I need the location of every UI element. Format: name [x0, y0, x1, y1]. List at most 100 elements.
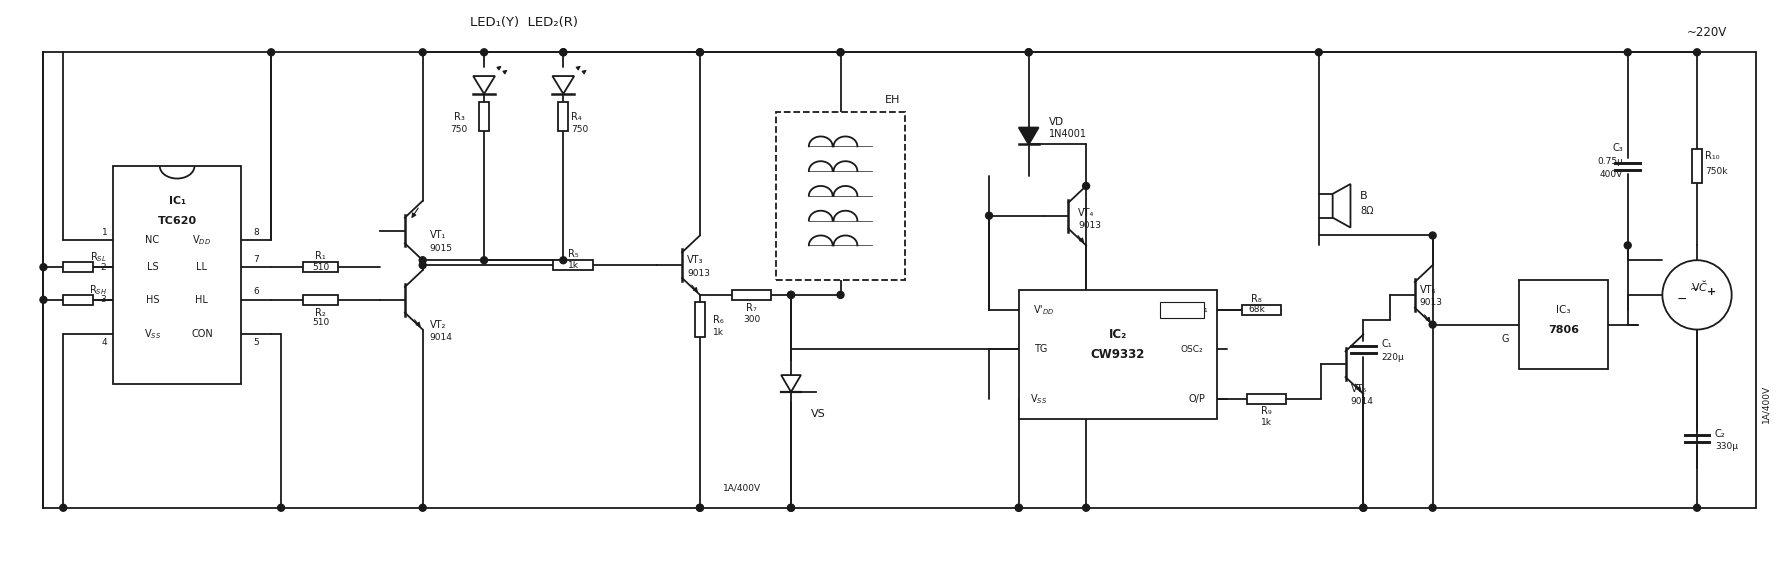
Text: C₃: C₃ — [1612, 144, 1623, 153]
Text: O/P: O/P — [1188, 394, 1206, 404]
Text: 6: 6 — [254, 288, 259, 297]
Text: R₆: R₆ — [712, 315, 723, 325]
Circle shape — [1082, 505, 1090, 511]
Circle shape — [560, 49, 567, 56]
Text: IC₁: IC₁ — [168, 196, 186, 206]
Text: 8: 8 — [254, 228, 259, 237]
Polygon shape — [1018, 128, 1039, 145]
Bar — [558, 102, 569, 132]
Text: 0.75µ: 0.75µ — [1598, 157, 1623, 166]
Circle shape — [481, 49, 488, 56]
Circle shape — [696, 49, 703, 56]
Text: V$\breve{C}$: V$\breve{C}$ — [1691, 280, 1708, 294]
Text: 1: 1 — [102, 228, 107, 237]
Text: 1A/400V: 1A/400V — [1762, 385, 1771, 423]
Bar — [63, 262, 93, 272]
Polygon shape — [782, 375, 801, 392]
Text: 9013: 9013 — [1420, 298, 1442, 307]
Bar — [304, 295, 338, 305]
Text: 400V: 400V — [1599, 170, 1623, 179]
Bar — [63, 295, 93, 305]
Circle shape — [1624, 242, 1632, 249]
Circle shape — [560, 257, 567, 264]
Text: 68k: 68k — [1249, 305, 1265, 314]
Circle shape — [1360, 505, 1367, 511]
Text: IC₃: IC₃ — [1556, 305, 1571, 315]
Text: R₅: R₅ — [567, 249, 578, 259]
Bar — [732, 290, 771, 300]
Text: VT₄: VT₄ — [1079, 208, 1095, 218]
Circle shape — [1429, 321, 1437, 328]
Text: VD: VD — [1048, 116, 1064, 127]
Text: V'$_{DD}$: V'$_{DD}$ — [1032, 303, 1054, 316]
Text: VT₃: VT₃ — [687, 255, 703, 265]
Text: LED₁(Y)  LED₂(R): LED₁(Y) LED₂(R) — [471, 16, 578, 29]
Text: LL: LL — [197, 262, 208, 272]
Text: R₄: R₄ — [571, 112, 581, 121]
Text: R₂: R₂ — [315, 308, 326, 318]
Text: TC620: TC620 — [157, 216, 197, 225]
Text: 1k: 1k — [1261, 418, 1272, 427]
Circle shape — [1016, 505, 1022, 511]
Bar — [1519, 280, 1608, 369]
Text: 750: 750 — [451, 125, 469, 134]
Text: R₉: R₉ — [1261, 406, 1272, 416]
Text: −: − — [1676, 293, 1687, 306]
Circle shape — [1624, 49, 1632, 56]
Text: VT₂: VT₂ — [429, 320, 445, 329]
Text: R₈: R₈ — [1251, 294, 1261, 304]
Text: R₁: R₁ — [315, 251, 326, 261]
Circle shape — [268, 49, 276, 56]
Text: V$_{DD}$: V$_{DD}$ — [193, 233, 211, 247]
Text: OSC₁: OSC₁ — [1174, 305, 1191, 314]
Text: 220µ: 220µ — [1381, 353, 1404, 362]
Circle shape — [787, 292, 794, 298]
Bar — [113, 166, 242, 384]
Bar — [1161, 302, 1204, 318]
Text: 4: 4 — [102, 338, 107, 347]
Circle shape — [1360, 505, 1367, 511]
Text: HL: HL — [195, 295, 208, 305]
Circle shape — [837, 49, 844, 56]
Text: G: G — [1501, 334, 1508, 345]
Polygon shape — [1333, 184, 1351, 228]
Circle shape — [1016, 505, 1022, 511]
Text: 7806: 7806 — [1547, 324, 1580, 334]
Circle shape — [1694, 505, 1701, 511]
Bar — [479, 102, 488, 132]
Text: V$_{SS}$: V$_{SS}$ — [1030, 392, 1047, 406]
Text: LS: LS — [147, 262, 157, 272]
Text: EH: EH — [884, 95, 900, 105]
Text: +: + — [1707, 287, 1716, 297]
Text: ~: ~ — [1689, 285, 1700, 295]
Text: CW9332: CW9332 — [1091, 348, 1145, 361]
Circle shape — [39, 297, 47, 303]
Text: 1k: 1k — [567, 260, 578, 270]
Text: R₇: R₇ — [746, 303, 757, 313]
Text: B: B — [1360, 191, 1369, 201]
Text: 9015: 9015 — [429, 244, 453, 253]
Bar — [1242, 305, 1281, 315]
Text: R₃: R₃ — [454, 112, 465, 121]
Circle shape — [696, 505, 703, 511]
Text: 7: 7 — [254, 255, 259, 264]
Circle shape — [837, 292, 844, 298]
Text: 300: 300 — [742, 315, 760, 324]
Text: 750: 750 — [571, 125, 589, 134]
Circle shape — [419, 49, 426, 56]
Text: VT₆: VT₆ — [1420, 285, 1437, 295]
Polygon shape — [472, 76, 496, 94]
Circle shape — [481, 257, 488, 264]
Text: CON: CON — [191, 329, 213, 340]
Circle shape — [696, 49, 703, 56]
Circle shape — [39, 264, 47, 271]
Text: 330µ: 330µ — [1716, 442, 1737, 451]
Bar — [1018, 290, 1217, 419]
Circle shape — [419, 262, 426, 268]
Text: C₂: C₂ — [1716, 428, 1725, 438]
Text: OSC₁: OSC₁ — [1186, 305, 1208, 314]
Circle shape — [787, 505, 794, 511]
Text: 2: 2 — [100, 263, 106, 272]
Circle shape — [419, 257, 426, 264]
Text: R$_{SH}$: R$_{SH}$ — [89, 283, 107, 297]
